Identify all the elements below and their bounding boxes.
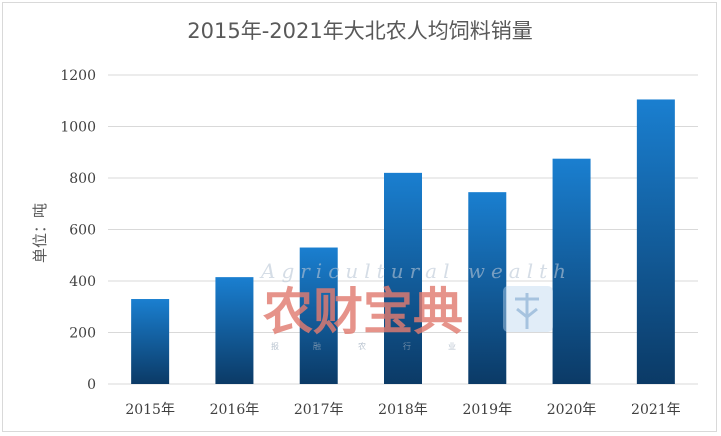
watermark: Agricultural wealth 农财宝典 报 融 农 行 业 xyxy=(259,259,572,351)
y-tick-label: 0 xyxy=(87,377,96,393)
x-tick-label: 2018年 xyxy=(378,402,428,418)
y-tick-label: 800 xyxy=(69,171,96,187)
x-tick-label: 2019年 xyxy=(462,402,512,418)
orange-badge-icon xyxy=(503,286,553,332)
watermark-small-char: 农 xyxy=(358,341,366,351)
watermark-english: Agricultural wealth xyxy=(259,259,572,283)
y-tick-label: 400 xyxy=(69,274,96,290)
bar xyxy=(468,192,506,384)
bar xyxy=(215,277,253,384)
chart: 2015年-2021年大北农人均饲料销量 单位：吨 0 200 400 600 800 1… xyxy=(3,3,718,433)
watermark-logo-text: 农财宝典 xyxy=(263,283,463,341)
y-tick-label: 600 xyxy=(69,223,96,239)
y-tick-label: 1000 xyxy=(60,120,96,136)
watermark-small-char: 行 xyxy=(403,341,411,351)
watermark-small-char: 业 xyxy=(448,341,456,351)
bar xyxy=(637,99,675,384)
x-tick-labels: 2015年 2016年 2017年 2018年 2019年 2020年 2021年 xyxy=(125,402,680,418)
x-tick-label: 2017年 xyxy=(294,402,344,418)
chart-frame: 2015年-2021年大北农人均饲料销量 单位：吨 0 200 400 600 800 1… xyxy=(2,2,717,432)
watermark-small-char: 报 xyxy=(271,341,279,351)
x-tick-label: 2015年 xyxy=(125,402,175,418)
y-tick-label: 200 xyxy=(69,326,96,342)
watermark-small-text: 报融农行业 xyxy=(271,341,456,351)
y-tick-label: 1200 xyxy=(60,68,96,84)
y-axis-label: 单位：吨 xyxy=(31,203,49,263)
watermark-small-char: 融 xyxy=(313,341,321,351)
y-tick-labels: 0 200 400 600 800 1000 1200 xyxy=(60,68,96,393)
chart-title: 2015年-2021年大北农人均饲料销量 xyxy=(187,19,532,43)
x-tick-label: 2020年 xyxy=(547,402,597,418)
bar xyxy=(131,299,169,384)
x-tick-label: 2021年 xyxy=(631,402,681,418)
x-tick-label: 2016年 xyxy=(210,402,260,418)
